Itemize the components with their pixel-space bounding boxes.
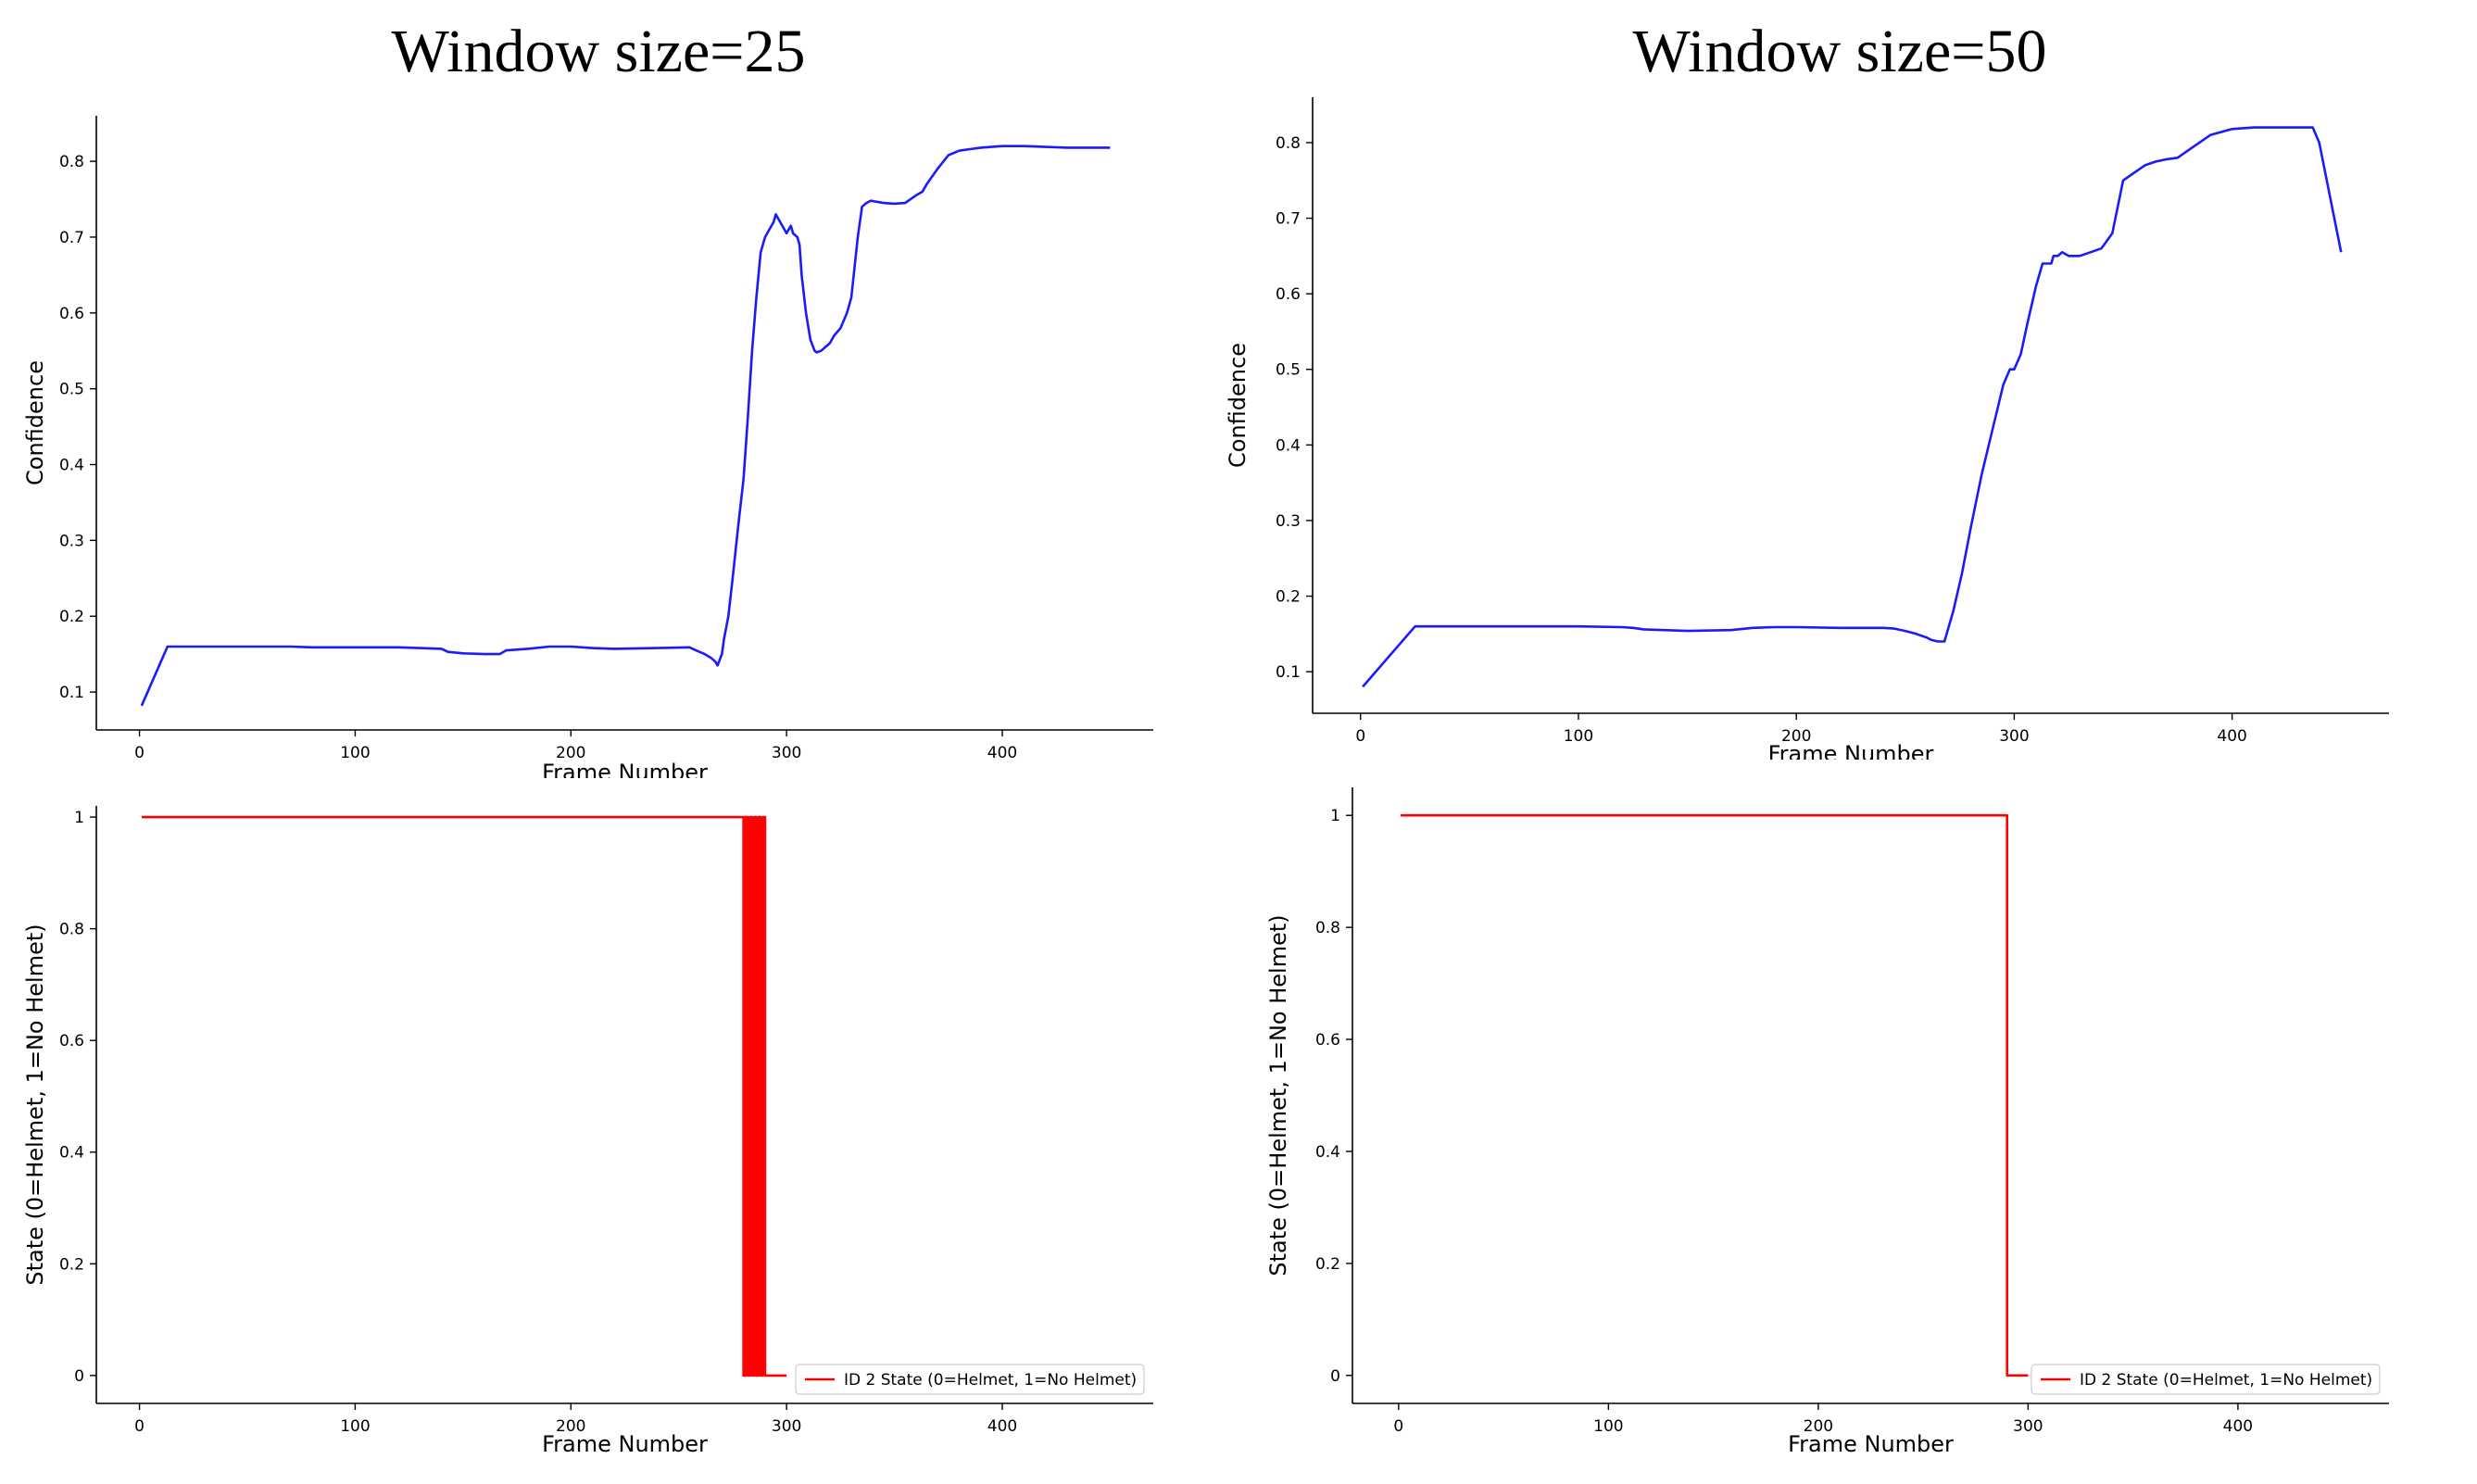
legend: ID 2 State (0=Helmet, 1=No Helmet) xyxy=(2031,1364,2381,1395)
y-tick-label: 0.8 xyxy=(1315,919,1340,937)
y-tick-label: 0.5 xyxy=(59,381,84,399)
y-tick-label: 0.7 xyxy=(59,229,84,247)
x-tick-label: 0 xyxy=(134,1417,145,1436)
y-tick-label: 0.2 xyxy=(59,608,84,626)
legend: ID 2 State (0=Helmet, 1=No Helmet) xyxy=(795,1364,1145,1395)
y-axis-label: Confidence xyxy=(22,360,48,485)
y-tick-label: 1 xyxy=(1330,807,1340,825)
y-tick-label: 0.2 xyxy=(59,1255,84,1274)
x-tick-label: 200 xyxy=(1781,727,1811,746)
y-axis-label: State (0=Helmet, 1=No Helmet) xyxy=(1265,914,1291,1276)
x-tick-label: 100 xyxy=(1564,727,1593,746)
legend-label: ID 2 State (0=Helmet, 1=No Helmet) xyxy=(2080,1371,2372,1390)
x-axis-label: Frame Number xyxy=(542,1431,708,1457)
x-axis-label: Frame Number xyxy=(542,760,708,778)
y-axis-label: State (0=Helmet, 1=No Helmet) xyxy=(22,924,48,1285)
x-tick-label: 200 xyxy=(1804,1417,1833,1436)
y-axis-label: Confidence xyxy=(1225,343,1251,468)
x-tick-label: 100 xyxy=(340,744,370,762)
y-tick-label: 0.6 xyxy=(59,1032,84,1050)
title-window-50: Window size=50 xyxy=(1632,18,2047,85)
x-tick-label: 400 xyxy=(987,1417,1017,1436)
y-tick-label: 0.6 xyxy=(59,305,84,323)
x-axis-label: Frame Number xyxy=(1768,741,1934,760)
y-tick-label: 0 xyxy=(74,1367,84,1386)
y-tick-label: 0.3 xyxy=(1276,512,1301,531)
state-chart-window-25: 0 100 200 300 400 0 0.2 0.4 0.6 0.8 1 Frame Number S… xyxy=(22,806,1153,1457)
x-tick-label: 300 xyxy=(772,1417,801,1436)
y-tick-label: 0.4 xyxy=(1276,436,1301,455)
x-tick-label: 400 xyxy=(2217,727,2246,746)
y-tick-label: 0.4 xyxy=(1315,1143,1340,1162)
confidence-chart-window-50: 0 100 200 300 400 0.1 0.2 0.3 0.4 0.5 0.6 0.7 0.8 Fra… xyxy=(1225,97,2389,760)
x-tick-label: 0 xyxy=(1393,1417,1403,1436)
x-tick-label: 300 xyxy=(2013,1417,2043,1436)
y-tick-label: 0 xyxy=(1330,1367,1340,1386)
y-tick-label: 0.6 xyxy=(1315,1031,1340,1050)
x-tick-label: 200 xyxy=(556,1417,585,1436)
legend-box xyxy=(795,1364,1145,1395)
title-window-25: Window size=25 xyxy=(391,18,806,85)
y-tick-label: 0.1 xyxy=(59,684,84,702)
series-line xyxy=(1362,126,2343,688)
series-line xyxy=(140,145,1111,707)
x-tick-label: 0 xyxy=(134,744,145,762)
state-chart-window-50: 0 100 200 300 400 0 0.2 0.4 0.6 0.8 1 Frame Number S… xyxy=(1265,787,2389,1457)
x-tick-label: 0 xyxy=(1355,727,1365,746)
y-tick-label: 0.2 xyxy=(1315,1255,1340,1274)
y-tick-label: 0.7 xyxy=(1276,210,1301,229)
y-tick-label: 0.8 xyxy=(59,921,84,939)
y-tick-label: 0.4 xyxy=(59,1144,84,1163)
x-tick-label: 300 xyxy=(772,744,801,762)
legend-box xyxy=(2031,1364,2381,1395)
series-line xyxy=(141,815,787,1377)
x-tick-label: 400 xyxy=(987,744,1017,762)
y-tick-label: 0.4 xyxy=(59,457,84,475)
y-tick-label: 0.8 xyxy=(1276,134,1301,153)
y-tick-label: 0.8 xyxy=(59,153,84,171)
x-tick-label: 100 xyxy=(340,1417,370,1436)
x-tick-label: 300 xyxy=(1999,727,2029,746)
y-tick-label: 0.6 xyxy=(1276,285,1301,304)
x-tick-label: 400 xyxy=(2223,1417,2253,1436)
legend-label: ID 2 State (0=Helmet, 1=No Helmet) xyxy=(844,1371,1137,1390)
x-tick-label: 100 xyxy=(1593,1417,1623,1436)
y-tick-label: 0.2 xyxy=(1276,588,1301,607)
y-tick-label: 0.3 xyxy=(59,532,84,550)
y-tick-label: 0.5 xyxy=(1276,361,1301,380)
series-line xyxy=(1401,813,2029,1377)
x-axis-label: Frame Number xyxy=(1788,1431,1954,1457)
y-tick-label: 1 xyxy=(74,809,84,827)
y-tick-label: 0.1 xyxy=(1276,663,1301,682)
x-tick-label: 200 xyxy=(556,744,585,762)
confidence-chart-window-25: 0 100 200 300 400 0.1 0.2 0.3 0.4 0.5 0.6 0.7 0.8 Fra… xyxy=(22,116,1153,778)
